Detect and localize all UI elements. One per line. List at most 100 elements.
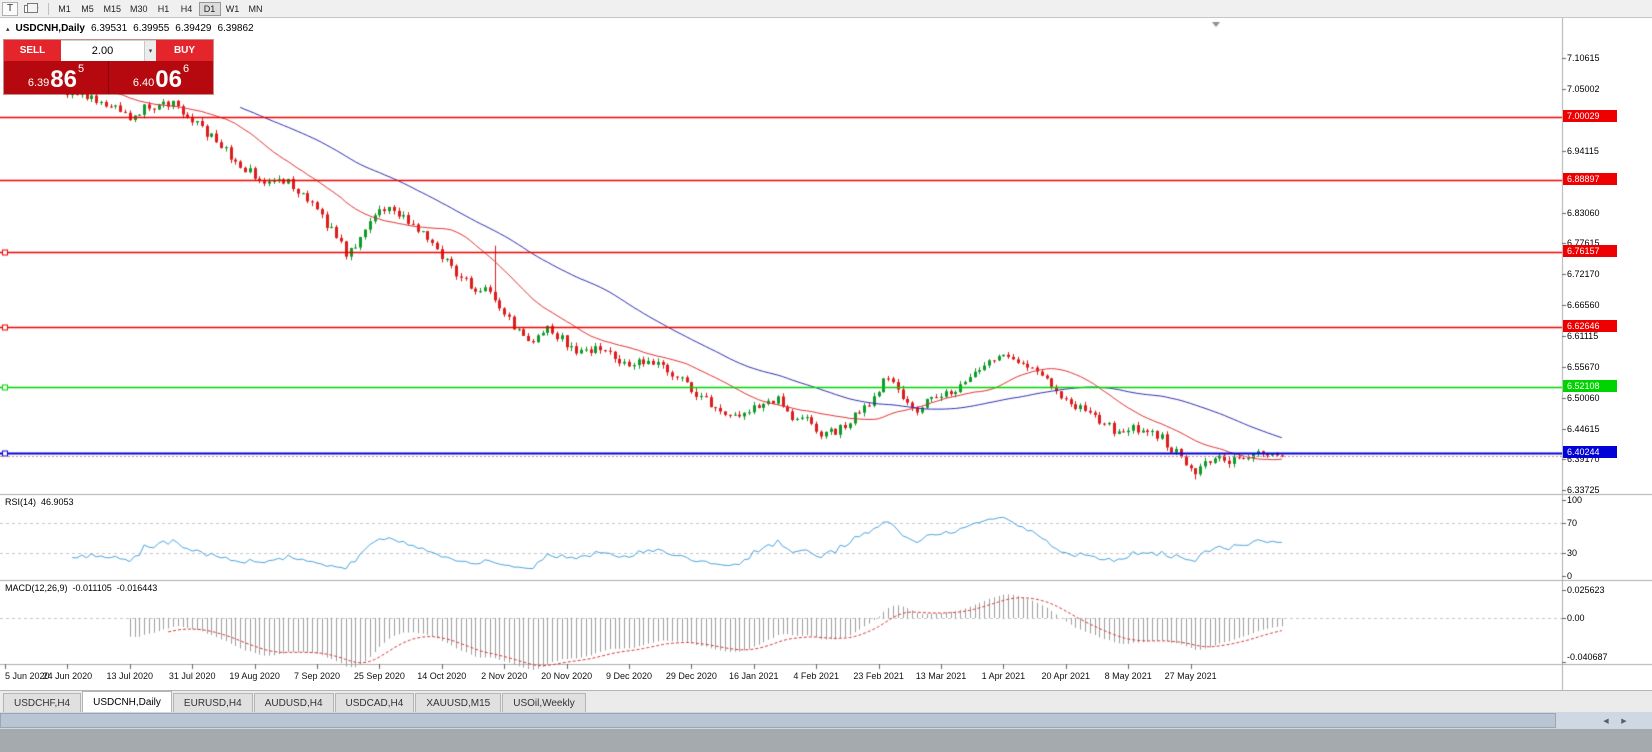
timeframe-button-h1[interactable]: H1: [157, 3, 170, 14]
date-axis-label: 14 Oct 2020: [417, 671, 467, 681]
price-tick-label: 6.33725: [1567, 485, 1600, 495]
level-price-label: 6.40244: [1563, 446, 1617, 459]
timeframe-toolbar: M1 M5 M15 M30 H1 H4 D1 W1 MN: [54, 1, 267, 16]
timeframe-button-mn[interactable]: MN: [248, 3, 263, 14]
toolbar-handle[interactable]: T: [2, 1, 18, 16]
chart-tab-usdchf-h4[interactable]: USDCHF,H4: [3, 693, 82, 712]
rsi-scale-label: 70: [1567, 517, 1578, 528]
date-axis-label: 27 May 2021: [1164, 671, 1217, 681]
timeframe-button-h4[interactable]: H4: [180, 3, 193, 14]
price-tick-label: 6.94115: [1567, 145, 1599, 156]
rsi-indicator-header: RSI(14) 46.9053: [5, 497, 74, 507]
rsi-scale-label: 100: [1567, 495, 1583, 505]
timeframe-button-m1[interactable]: M1: [58, 3, 71, 14]
buy-pips: 06: [155, 66, 182, 93]
chart-marker-icon: ▴: [6, 25, 10, 33]
price-tick-label: 6.55670: [1567, 361, 1600, 372]
buy-big-figure: 6.40: [132, 77, 155, 89]
ohlc-open: 6.39531: [90, 23, 128, 34]
window-footer: [0, 729, 1652, 752]
ohlc-close: 6.39862: [217, 23, 254, 34]
chart-tab-eurusd-h4[interactable]: EURUSD,H4: [172, 693, 253, 712]
scroll-left-arrow-icon[interactable]: ◀: [1603, 717, 1609, 725]
one-click-trading-panel: SELL ▾ BUY 6.39 86 5 6.40 06 6: [4, 40, 213, 94]
chart-profiles-button[interactable]: ▾: [20, 2, 43, 16]
timeframe-button-m15[interactable]: M15: [103, 3, 122, 14]
macd-title: MACD(12,26,9): [5, 583, 68, 593]
date-axis-label: 9 Dec 2020: [605, 671, 653, 681]
date-axis-label: 25 Sep 2020: [353, 671, 405, 681]
volume-dropdown-icon[interactable]: ▾: [144, 41, 156, 61]
price-tick-label: 6.39170: [1567, 454, 1600, 465]
level-price-label: 7.00029: [1563, 110, 1617, 123]
date-axis-label: 1 Apr 2021: [981, 671, 1026, 681]
macd-scale-label: -0.040687: [1567, 652, 1608, 662]
scrollbar-thumb[interactable]: [0, 713, 1556, 728]
price-tick-label: 6.50060: [1567, 393, 1600, 404]
buy-pipette: 6: [183, 63, 190, 75]
date-axis-label: 2 Nov 2020: [481, 671, 528, 681]
price-divider: [108, 61, 109, 94]
scroll-right-arrow-icon[interactable]: ▶: [1621, 717, 1627, 725]
chart-tabs: USDCHF,H4 USDCNH,Daily EURUSD,H4 AUDUSD,H4 U…: [3, 691, 587, 712]
ohlc-high: 6.39955: [133, 23, 170, 34]
chart-tabbar: USDCHF,H4 USDCNH,Daily EURUSD,H4 AUDUSD,H4 U…: [0, 690, 1652, 712]
timeframe-button-d1[interactable]: D1: [198, 1, 221, 16]
date-axis-label: 13 Jul 2020: [106, 671, 154, 681]
macd-value-signal: -0.016443: [116, 583, 158, 593]
windows-icon: [24, 2, 38, 13]
date-axis-label: 20 Nov 2020: [541, 671, 593, 681]
level-price-label: 6.76157: [1563, 244, 1617, 257]
sell-pipette: 5: [78, 63, 85, 75]
date-axis-label: 5 Jun 2020: [5, 671, 50, 681]
chart-tab-usdcnh-daily[interactable]: USDCNH,Daily: [82, 691, 172, 712]
rsi-value: 46.9053: [41, 497, 74, 507]
timeframe-button-m30[interactable]: M30: [130, 3, 148, 14]
timeframe-button-w1[interactable]: W1: [225, 3, 240, 14]
chart-tab-usdcad-h4[interactable]: USDCAD,H4: [334, 693, 415, 712]
date-axis-label: 8 May 2021: [1104, 671, 1152, 681]
level-price-label: 6.52108: [1563, 379, 1617, 392]
sell-pips: 86: [50, 66, 77, 93]
chart-tab-audusd-h4[interactable]: AUDUSD,H4: [253, 693, 334, 712]
price-tick-label: 6.61115: [1567, 331, 1599, 342]
date-axis-label: 29 Dec 2020: [665, 671, 717, 681]
date-axis-label: 4 Feb 2021: [793, 671, 839, 681]
level-price-label: 6.88897: [1563, 172, 1617, 185]
sell-price-display: 6.39 86 5: [4, 61, 108, 94]
date-axis-label: 23 Feb 2021: [853, 671, 904, 681]
date-axis-label: 13 Mar 2021: [915, 671, 967, 681]
rsi-scale-label: 0: [1567, 571, 1573, 581]
sell-button[interactable]: SELL: [4, 40, 61, 61]
price-tick-label: 6.83060: [1567, 207, 1600, 218]
rsi-scale-label: 30: [1567, 548, 1578, 559]
horizontal-scrollbar[interactable]: ◀ ▶: [0, 712, 1652, 729]
sell-big-figure: 6.39: [27, 77, 50, 89]
price-tick-label: 7.10615: [1567, 52, 1600, 63]
macd-indicator-header: MACD(12,26,9) -0.011105 -0.016443: [5, 583, 157, 593]
top-toolbar: T ▾ M1 M5 M15 M30 H1 H4 D1 W1 MN: [0, 0, 1652, 18]
price-tick-label: 7.05002: [1567, 84, 1600, 95]
date-axis-label: 31 Jul 2020: [168, 671, 216, 681]
volume-box: ▾: [61, 40, 156, 61]
volume-input[interactable]: [61, 41, 156, 61]
chart-tab-xauusd-m15[interactable]: XAUUSD,M15: [415, 693, 502, 712]
timeframe-button-m5[interactable]: M5: [81, 3, 94, 14]
rsi-title: RSI(14): [5, 497, 37, 507]
macd-value-main: -0.011105: [72, 583, 112, 593]
chart-ohlc-header: ▴ USDCNH,Daily 6.39531 6.39955 6.39429 6…: [6, 23, 254, 34]
price-tick-label: 6.66560: [1567, 300, 1600, 311]
date-axis-label: 16 Jan 2021: [729, 671, 779, 681]
toolbar-separator: [47, 2, 49, 15]
price-tick-label: 6.44615: [1567, 423, 1600, 434]
chart-symbol: USDCNH,Daily: [15, 23, 85, 34]
price-tick-label: 6.77615: [1567, 238, 1600, 249]
macd-scale-label: 0.025623: [1567, 585, 1605, 595]
date-axis-label: 7 Sep 2020: [293, 671, 341, 681]
chart-tab-usoil-weekly[interactable]: USOil,Weekly: [502, 693, 586, 712]
ohlc-low: 6.39429: [175, 23, 212, 34]
macd-scale-label: 0.00: [1567, 613, 1585, 623]
buy-button[interactable]: BUY: [156, 40, 213, 61]
date-axis-label: 20 Apr 2021: [1041, 671, 1091, 681]
